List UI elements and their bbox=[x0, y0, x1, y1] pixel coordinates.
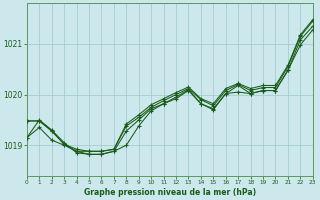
X-axis label: Graphe pression niveau de la mer (hPa): Graphe pression niveau de la mer (hPa) bbox=[84, 188, 256, 197]
